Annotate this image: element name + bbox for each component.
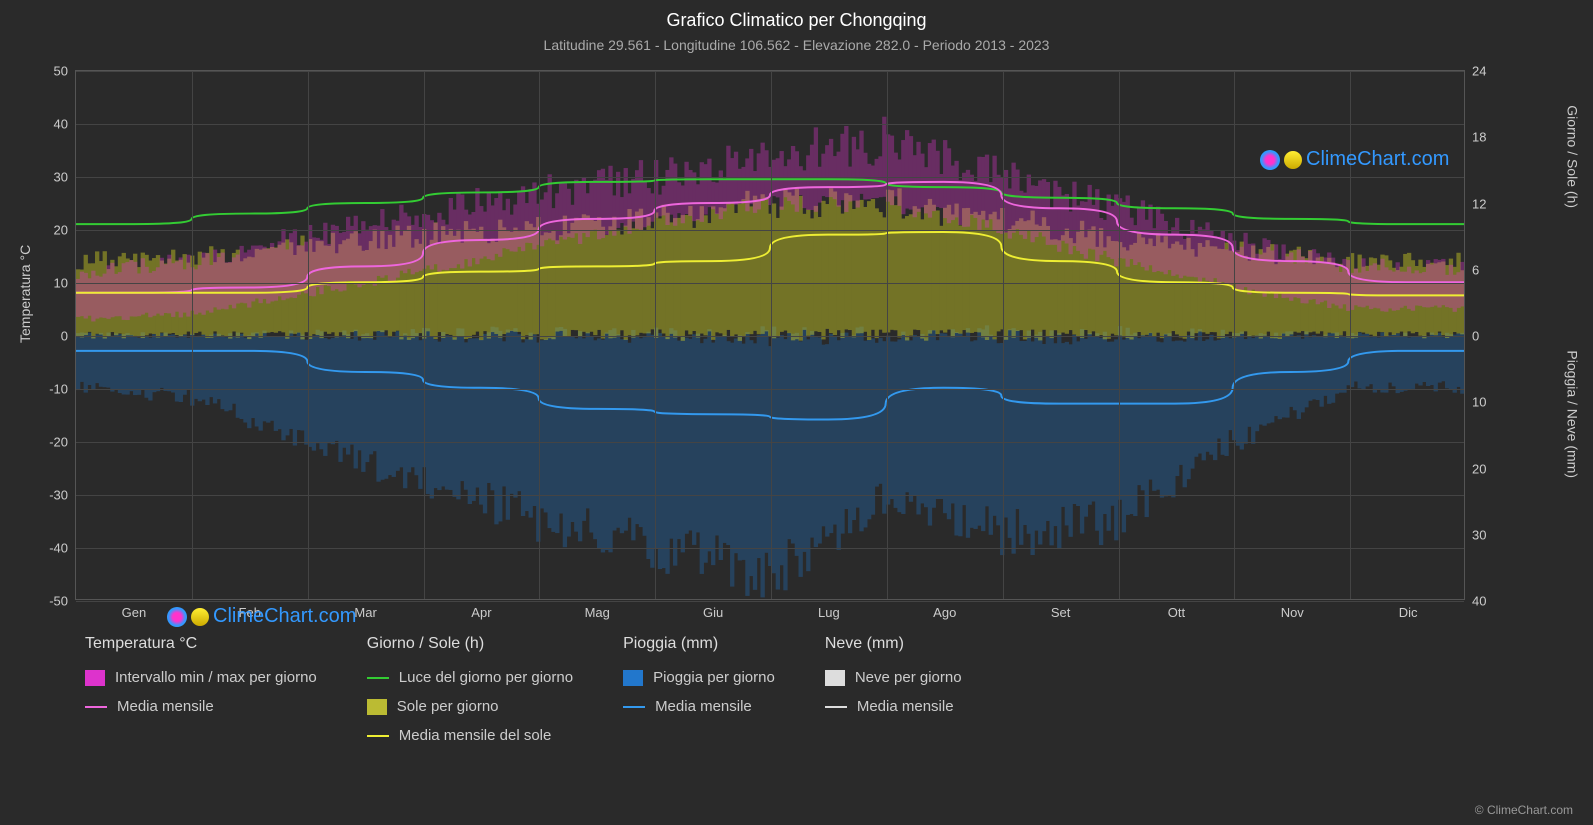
- copyright: © ClimeChart.com: [1475, 803, 1573, 817]
- y-tick-left: -20: [49, 435, 68, 450]
- plot-area: 50403020100-10-20-30-40-5024181260102030…: [75, 70, 1465, 600]
- legend-swatch: [367, 677, 389, 679]
- chart-svg: [76, 71, 1464, 599]
- grid-line: [1234, 71, 1235, 599]
- legend-item: Media mensile: [623, 698, 775, 715]
- climate-chart: Grafico Climatico per Chongqing Latitudi…: [0, 0, 1593, 825]
- legend-item: Media mensile del sole: [367, 727, 573, 744]
- legend-swatch: [623, 670, 643, 686]
- y-tick-left: 40: [54, 117, 68, 132]
- y-tick-right-top: 18: [1472, 130, 1486, 145]
- legend-column: Pioggia (mm) Pioggia per giorno Media mens…: [623, 635, 775, 744]
- legend-label: Pioggia per giorno: [653, 669, 775, 686]
- grid-line: [76, 177, 1464, 178]
- legend-swatch: [367, 699, 387, 715]
- grid-line: [76, 124, 1464, 125]
- legend-header: Pioggia (mm): [623, 635, 775, 653]
- grid-line: [76, 71, 1464, 72]
- watermark: ClimeChart.com: [1260, 148, 1449, 171]
- grid-line: [76, 548, 1464, 549]
- legend-swatch: [825, 706, 847, 708]
- y-tick-right-bottom: 30: [1472, 527, 1486, 542]
- legend-column: Neve (mm) Neve per giorno Media mensile: [825, 635, 962, 744]
- y-tick-left: 10: [54, 276, 68, 291]
- y-tick-left: 20: [54, 223, 68, 238]
- y-tick-right-bottom: 40: [1472, 594, 1486, 609]
- x-tick-month: Dic: [1399, 605, 1418, 620]
- legend: Temperatura °C Intervallo min / max per g…: [85, 635, 1475, 744]
- y-axis-right-top-label: Giorno / Sole (h): [1565, 105, 1581, 208]
- grid-line: [76, 336, 1464, 337]
- grid-line: [76, 230, 1464, 231]
- legend-item: Media mensile: [825, 698, 962, 715]
- x-tick-month: Nov: [1281, 605, 1304, 620]
- x-tick-month: Lug: [818, 605, 840, 620]
- y-tick-left: -50: [49, 594, 68, 609]
- grid-line: [1003, 71, 1004, 599]
- legend-item: Sole per giorno: [367, 698, 573, 715]
- grid-line: [308, 71, 309, 599]
- x-tick-month: Giu: [703, 605, 723, 620]
- chart-title: Grafico Climatico per Chongqing: [0, 0, 1593, 31]
- y-tick-right-bottom: 10: [1472, 395, 1486, 410]
- grid-line: [424, 71, 425, 599]
- legend-header: Temperatura °C: [85, 635, 317, 653]
- legend-swatch: [85, 670, 105, 686]
- x-tick-month: Mag: [585, 605, 610, 620]
- legend-label: Luce del giorno per giorno: [399, 669, 573, 686]
- grid-line: [887, 71, 888, 599]
- grid-line: [192, 71, 193, 599]
- grid-line: [655, 71, 656, 599]
- legend-header: Giorno / Sole (h): [367, 635, 573, 653]
- grid-line: [76, 495, 1464, 496]
- x-tick-month: Mar: [354, 605, 376, 620]
- legend-label: Sole per giorno: [397, 698, 499, 715]
- grid-line: [539, 71, 540, 599]
- legend-label: Media mensile: [117, 698, 214, 715]
- watermark: ClimeChart.com: [167, 605, 356, 628]
- legend-item: Luce del giorno per giorno: [367, 669, 573, 686]
- y-tick-right-top: 6: [1472, 262, 1479, 277]
- legend-item: Pioggia per giorno: [623, 669, 775, 686]
- y-tick-left: -30: [49, 488, 68, 503]
- y-tick-left: 30: [54, 170, 68, 185]
- y-tick-left: 0: [61, 329, 68, 344]
- legend-label: Intervallo min / max per giorno: [115, 669, 317, 686]
- y-axis-left-label: Temperatura °C: [17, 245, 33, 343]
- y-axis-right-bottom-label: Pioggia / Neve (mm): [1565, 350, 1581, 478]
- legend-swatch: [825, 670, 845, 686]
- legend-item: Neve per giorno: [825, 669, 962, 686]
- y-tick-right-bottom: 20: [1472, 461, 1486, 476]
- x-tick-month: Gen: [122, 605, 147, 620]
- grid-line: [76, 442, 1464, 443]
- y-tick-right-top: 24: [1472, 64, 1486, 79]
- legend-label: Media mensile del sole: [399, 727, 552, 744]
- grid-line: [76, 601, 1464, 602]
- grid-line: [76, 283, 1464, 284]
- chart-subtitle: Latitudine 29.561 - Longitudine 106.562 …: [0, 31, 1593, 53]
- y-tick-left: 50: [54, 64, 68, 79]
- y-tick-left: -40: [49, 541, 68, 556]
- legend-label: Media mensile: [857, 698, 954, 715]
- legend-column: Giorno / Sole (h) Luce del giorno per gio…: [367, 635, 573, 744]
- legend-item: Media mensile: [85, 698, 317, 715]
- legend-item: Intervallo min / max per giorno: [85, 669, 317, 686]
- x-tick-month: Ott: [1168, 605, 1185, 620]
- x-tick-month: Apr: [471, 605, 491, 620]
- x-tick-month: Ago: [933, 605, 956, 620]
- grid-line: [76, 389, 1464, 390]
- grid-line: [1119, 71, 1120, 599]
- legend-label: Neve per giorno: [855, 669, 962, 686]
- x-tick-month: Set: [1051, 605, 1071, 620]
- legend-swatch: [623, 706, 645, 708]
- legend-swatch: [85, 706, 107, 708]
- y-tick-left: -10: [49, 382, 68, 397]
- grid-line: [771, 71, 772, 599]
- legend-header: Neve (mm): [825, 635, 962, 653]
- legend-swatch: [367, 735, 389, 737]
- y-tick-right-top: 12: [1472, 196, 1486, 211]
- legend-label: Media mensile: [655, 698, 752, 715]
- legend-column: Temperatura °C Intervallo min / max per g…: [85, 635, 317, 744]
- y-tick-right-top: 0: [1472, 329, 1479, 344]
